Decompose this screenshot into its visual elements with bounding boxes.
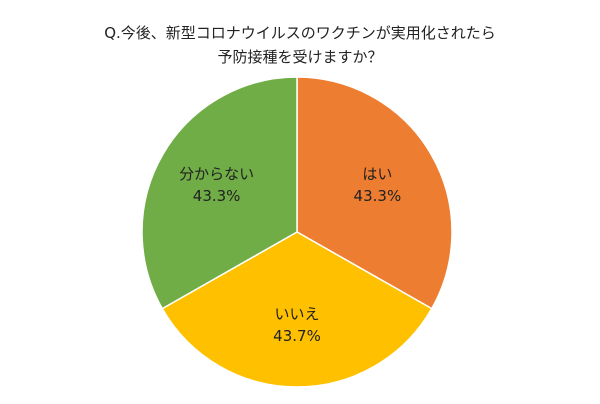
chart-title: Q.今後、新型コロナウイルスのワクチンが実用化されたら: [104, 24, 496, 42]
value-label: 43.7%: [273, 327, 321, 345]
pie-slice: [296, 76, 453, 310]
slice-label: はい: [362, 165, 392, 183]
pie-slice: [141, 76, 298, 310]
value-label: 43.3%: [354, 187, 402, 205]
chart-title: 予防接種を受けますか？: [217, 48, 382, 66]
slice-label: 分からない: [179, 165, 254, 183]
slice-label: いいえ: [274, 305, 319, 323]
value-label: 43.3%: [193, 187, 241, 205]
